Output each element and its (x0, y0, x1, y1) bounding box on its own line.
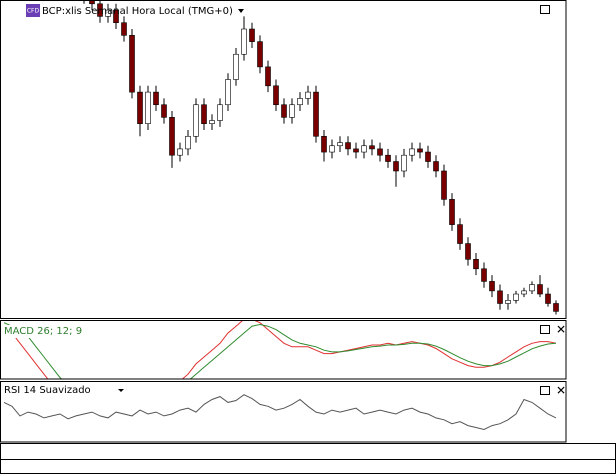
candle-body (201, 104, 207, 124)
series-line (3, 394, 557, 431)
candle-body (249, 28, 255, 42)
candle-body (161, 104, 167, 118)
cfd-icon-text: CFD (27, 8, 40, 15)
candle-body (337, 142, 343, 147)
cfd-icon (26, 4, 40, 17)
candle-body (289, 104, 295, 118)
candle-body (241, 28, 247, 55)
dropdown-arrow[interactable] (118, 389, 124, 392)
price-panel-border (0, 0, 567, 319)
candle-body (121, 22, 127, 36)
candle-body (433, 161, 439, 172)
macd-title-bg (2, 325, 122, 338)
candle-body (417, 148, 423, 153)
close-button[interactable]: ✕ (556, 384, 566, 398)
candle-body (377, 148, 383, 156)
candle-body (105, 9, 111, 17)
candle-body (385, 154, 391, 162)
candle-body (97, 3, 103, 17)
candle-body (465, 243, 471, 260)
candle-body (257, 41, 263, 68)
candle-body (329, 145, 335, 153)
candle-body (409, 148, 415, 156)
macd-panel-border (0, 320, 567, 380)
candle-body (393, 161, 399, 172)
candle-body (297, 98, 303, 106)
dropdown-arrow[interactable] (238, 9, 244, 13)
candle-body (497, 290, 503, 304)
candle-body (457, 224, 463, 244)
candle-body (521, 290, 527, 295)
series-line (3, 322, 557, 379)
candle-body (281, 104, 287, 118)
price-title: BCP:xlis Semanal Hora Local (TMG+0) (42, 6, 233, 17)
candle-body (265, 66, 271, 87)
candle-body (305, 91, 311, 99)
candle-body (225, 79, 231, 106)
candle-body (153, 91, 159, 106)
close-button[interactable]: ✕ (556, 323, 566, 337)
candle-body (185, 135, 191, 150)
rsi-title: RSI 14 Suavizado (4, 385, 91, 396)
maximize-button[interactable] (540, 386, 550, 395)
candle-body (177, 148, 183, 156)
candle-body (441, 170, 447, 200)
candle-body (401, 154, 407, 172)
maximize-button[interactable] (540, 5, 550, 14)
candle-body (361, 145, 367, 153)
maximize-button[interactable] (540, 325, 550, 334)
candle-body (321, 135, 327, 153)
candle-body (137, 91, 143, 124)
series-line (3, 320, 557, 379)
marks-layer (3, 0, 559, 431)
candle-body (345, 142, 351, 150)
candle-body (193, 104, 199, 137)
candle-body (169, 117, 175, 156)
candle-body (473, 259, 479, 270)
candle-body (553, 303, 559, 312)
candles (83, 0, 559, 315)
candle-body (425, 151, 431, 162)
candle-body (233, 53, 239, 80)
candle-body (145, 91, 151, 124)
candle-body (489, 281, 495, 292)
candle-body (537, 284, 543, 295)
candle-body (217, 104, 223, 121)
candle-body (529, 284, 535, 292)
candle-body (209, 120, 215, 124)
candle-body (505, 300, 511, 304)
rsi-panel-border (0, 381, 567, 443)
candle-body (369, 145, 375, 150)
candle-body (313, 91, 319, 137)
candle-body (129, 35, 135, 93)
candle-body (113, 9, 119, 24)
candle-body (353, 148, 359, 153)
candle-body (545, 293, 551, 304)
candle-body (273, 85, 279, 106)
rsi-title-bg (2, 384, 127, 397)
candle-body (449, 199, 455, 225)
candle-body (481, 268, 487, 282)
macd-title: MACD 26; 12; 9 (4, 326, 82, 337)
candle-body (513, 293, 519, 301)
